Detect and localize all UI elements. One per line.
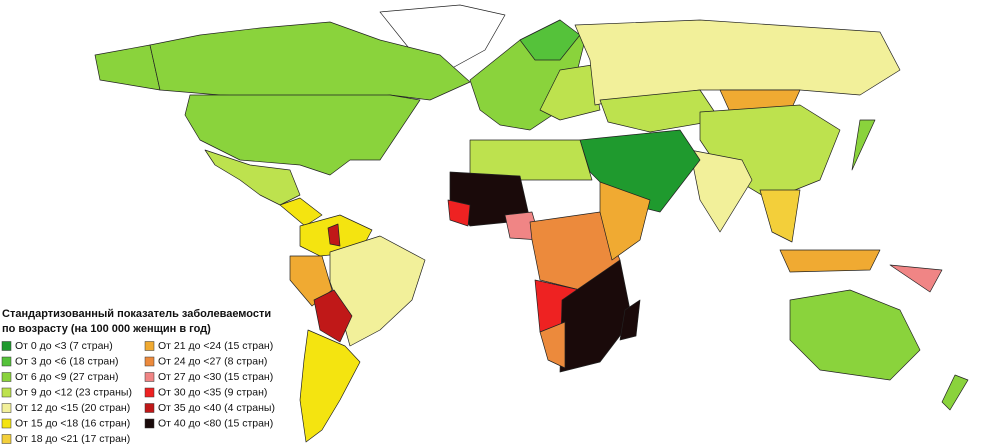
indonesia xyxy=(779,249,881,273)
legend-label: От 24 до <27 (8 стран) xyxy=(158,355,267,367)
alaska xyxy=(94,44,161,91)
legend-swatch xyxy=(1,434,12,444)
legend-label: От 6 до <9 (27 стран) xyxy=(15,371,119,383)
legend-label: От 30 до <35 (9 стран) xyxy=(158,386,267,398)
legend-swatch xyxy=(144,341,155,351)
usa xyxy=(184,94,421,176)
argentina-chile xyxy=(299,329,361,443)
legend-swatch xyxy=(144,418,155,429)
legend-label: От 27 до <30 (15 стран) xyxy=(158,371,273,383)
bolivia xyxy=(313,289,353,343)
central-america xyxy=(279,197,323,227)
legend-swatch xyxy=(1,356,12,367)
namibia xyxy=(539,321,566,369)
west-africa xyxy=(449,171,531,227)
australia xyxy=(789,289,921,381)
legend-title: Стандартизованный показатель заболеваемо… xyxy=(2,308,271,320)
guinea xyxy=(447,199,471,227)
legend-title: по возрасту (на 100 000 женщин в год) xyxy=(2,323,211,335)
india xyxy=(689,149,753,233)
new-zealand xyxy=(941,374,969,411)
legend-label: От 9 до <12 (23 страны) xyxy=(15,386,132,398)
legend: От 0 до <3 (7 стран) От 3 до <6 (18 стран… xyxy=(1,340,275,445)
japan xyxy=(851,119,876,171)
madagascar xyxy=(619,299,641,341)
legend-swatch xyxy=(144,372,155,382)
legend-label: От 35 до <40 (4 страны) xyxy=(158,402,275,414)
legend-swatch xyxy=(1,403,12,413)
europe-east xyxy=(539,64,601,121)
legend-label: От 15 до <18 (16 стран) xyxy=(15,417,130,429)
legend-swatch xyxy=(1,372,12,382)
legend-swatch xyxy=(1,341,12,351)
legend-label: От 12 до <15 (20 стран) xyxy=(15,402,130,414)
legend-swatch xyxy=(1,387,12,398)
legend-label: От 0 до <3 (7 стран) xyxy=(15,340,113,352)
kazakhstan xyxy=(599,89,721,133)
countries xyxy=(94,4,969,443)
guyana xyxy=(327,223,341,247)
legend-swatch xyxy=(144,387,155,398)
europe-north xyxy=(519,19,581,61)
legend-swatch xyxy=(1,418,12,429)
north-africa xyxy=(469,139,593,181)
new-guinea xyxy=(889,264,943,293)
legend-label: От 3 до <6 (18 стран) xyxy=(15,355,119,367)
southeast-asia xyxy=(759,189,801,243)
legend-swatch xyxy=(144,356,155,367)
legend-label: От 18 до <21 (17 стран) xyxy=(15,433,130,445)
legend-label: От 40 до <80 (15 стран) xyxy=(158,417,273,429)
legend-label: От 21 до <24 (15 стран) xyxy=(158,340,273,352)
legend-swatch xyxy=(144,403,155,413)
east-africa xyxy=(599,181,651,261)
